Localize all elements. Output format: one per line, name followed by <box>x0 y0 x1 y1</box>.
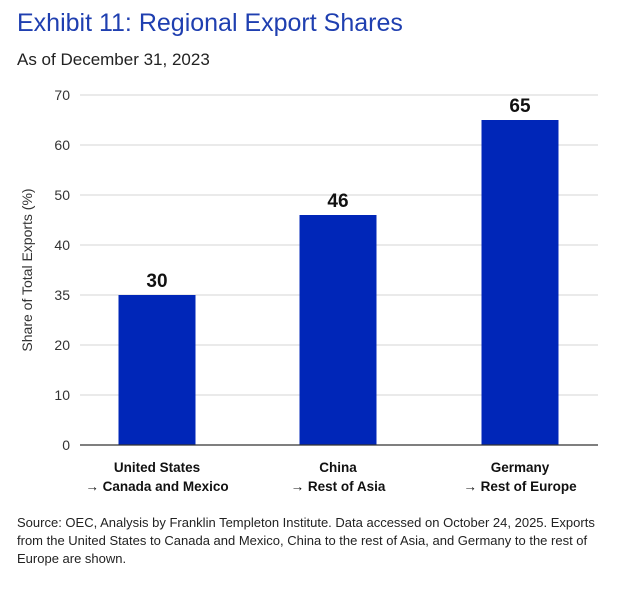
bar <box>118 295 196 445</box>
y-tick-label: 60 <box>54 137 70 153</box>
data-label: 30 <box>146 271 167 292</box>
y-tick-label: 10 <box>54 387 70 403</box>
y-tick-label: 40 <box>54 237 70 253</box>
x-tick-label: → Rest of Asia <box>291 479 386 494</box>
y-axis-label: Share of Total Exports (%) <box>19 188 35 351</box>
y-tick-label: 50 <box>54 187 70 203</box>
chart-title: Exhibit 11: Regional Export Shares <box>17 9 403 37</box>
bar <box>299 215 377 445</box>
x-tick-label: China <box>319 460 357 475</box>
x-tick-label: United States <box>114 460 200 475</box>
y-tick-label: 20 <box>54 337 70 353</box>
y-tick-label: 70 <box>54 87 70 103</box>
x-tick-label: → Canada and Mexico <box>85 479 228 494</box>
y-tick-label: 0 <box>62 437 70 453</box>
x-tick-label: Germany <box>491 460 550 475</box>
data-label: 65 <box>509 96 531 117</box>
data-label: 46 <box>327 191 348 212</box>
bar <box>481 120 559 445</box>
chart-subtitle: As of December 31, 2023 <box>17 50 210 69</box>
x-tick-label: → Rest of Europe <box>463 479 577 494</box>
bar-chart: 0 10 20 35 40 50 60 70 Share of Total Exports (%… <box>19 87 598 494</box>
y-tick-label: 35 <box>54 287 70 303</box>
source-note: Source: OEC, Analysis by Franklin Temple… <box>17 515 595 566</box>
